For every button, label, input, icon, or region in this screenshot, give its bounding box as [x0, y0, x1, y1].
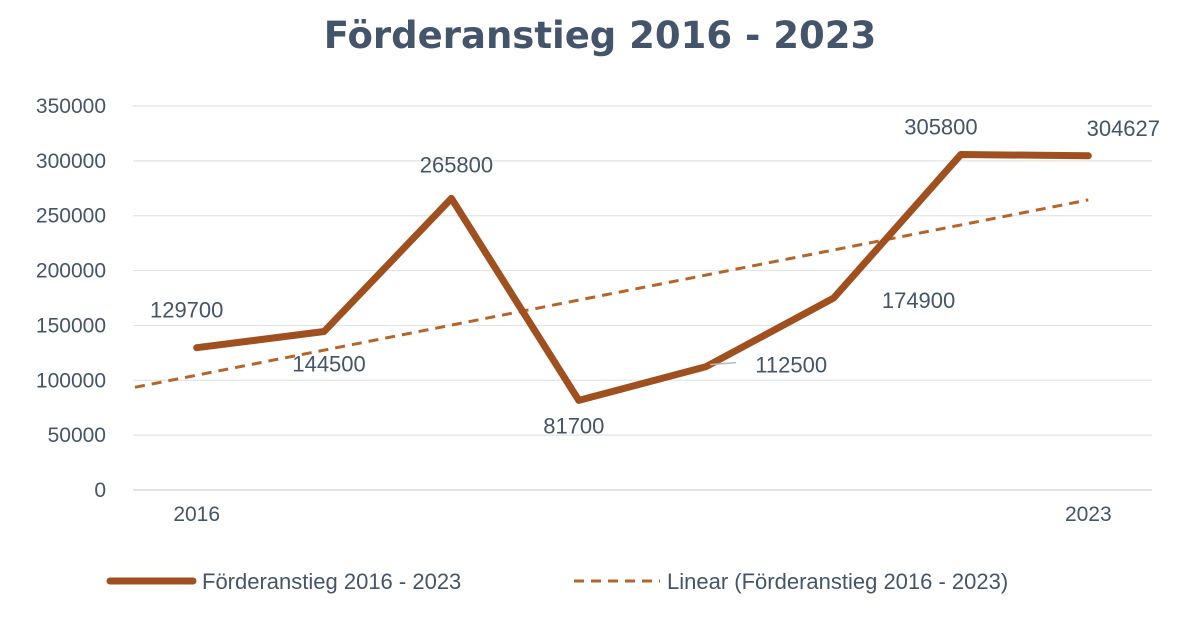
trendline: [134, 198, 1089, 389]
y-tick-label: 300000: [36, 150, 106, 173]
x-tick-label: 2023: [1065, 503, 1112, 526]
x-tick-label: 2016: [173, 503, 220, 526]
y-tick-label: 250000: [36, 205, 106, 228]
data-label: 129700: [150, 298, 223, 323]
legend-label-main: Förderanstieg 2016 - 2023: [202, 569, 461, 594]
y-tick-label: 200000: [36, 260, 106, 283]
y-tick-label: 350000: [36, 95, 106, 118]
y-tick-label: 0: [94, 479, 106, 502]
data-label: 304627: [1087, 116, 1160, 141]
data-label: 265800: [420, 152, 493, 177]
y-tick-label: 50000: [48, 424, 106, 447]
chart-title: Förderanstieg 2016 - 2023: [323, 14, 877, 57]
data-label: 174900: [882, 288, 955, 313]
y-tick-label: 150000: [36, 314, 106, 337]
series-line: [193, 151, 1092, 404]
data-label: 144500: [292, 351, 365, 376]
y-tick-label: 100000: [36, 369, 106, 392]
legend-label-trend: Linear (Förderanstieg 2016 - 2023): [667, 569, 1008, 594]
data-label: 81700: [543, 413, 604, 438]
data-label: 112500: [755, 353, 827, 378]
data-label: 305800: [904, 114, 977, 139]
label-leader-line: [710, 361, 737, 366]
